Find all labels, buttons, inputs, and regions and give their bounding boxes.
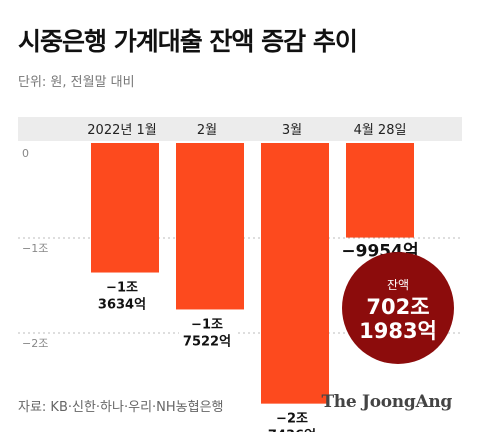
y-tick-label: −1조 bbox=[22, 242, 48, 255]
value-label: −1조 bbox=[106, 281, 138, 296]
chart-title: 시중은행 가계대출 잔액 증감 추이 bbox=[18, 27, 358, 56]
value-label: 3634억 bbox=[98, 298, 146, 313]
bar bbox=[91, 143, 159, 273]
balance-badge-value: 702조 bbox=[366, 295, 429, 319]
value-label: 7522억 bbox=[183, 334, 231, 349]
bar bbox=[176, 143, 244, 310]
brand-logo: The JoongAng bbox=[321, 392, 452, 412]
value-label: −1조 bbox=[191, 317, 223, 332]
balance-badge-label: 잔액 bbox=[387, 278, 409, 292]
x-category-label: 2월 bbox=[197, 123, 217, 138]
value-label-bg bbox=[94, 276, 150, 317]
unit-label: 단위: 원, 전월말 대비 bbox=[18, 75, 135, 90]
bar bbox=[261, 143, 329, 404]
y-tick-label: −2조 bbox=[22, 337, 48, 350]
x-category-label: 4월 28일 bbox=[354, 123, 407, 138]
bar bbox=[346, 143, 414, 238]
value-label-bg bbox=[264, 407, 320, 432]
y-tick-label: 0 bbox=[22, 147, 29, 160]
value-label: −2조 bbox=[276, 412, 308, 427]
x-category-label: 2022년 1월 bbox=[87, 123, 156, 138]
x-category-label: 3월 bbox=[282, 123, 302, 138]
source-note: 자료: KB·신한·하나·우리·NH농협은행 bbox=[18, 400, 224, 415]
balance-badge bbox=[342, 252, 454, 364]
value-label-bg bbox=[179, 313, 235, 354]
balance-badge-value: 1983억 bbox=[359, 319, 437, 343]
category-header-band bbox=[18, 117, 462, 141]
value-label: 7436억 bbox=[268, 429, 316, 432]
